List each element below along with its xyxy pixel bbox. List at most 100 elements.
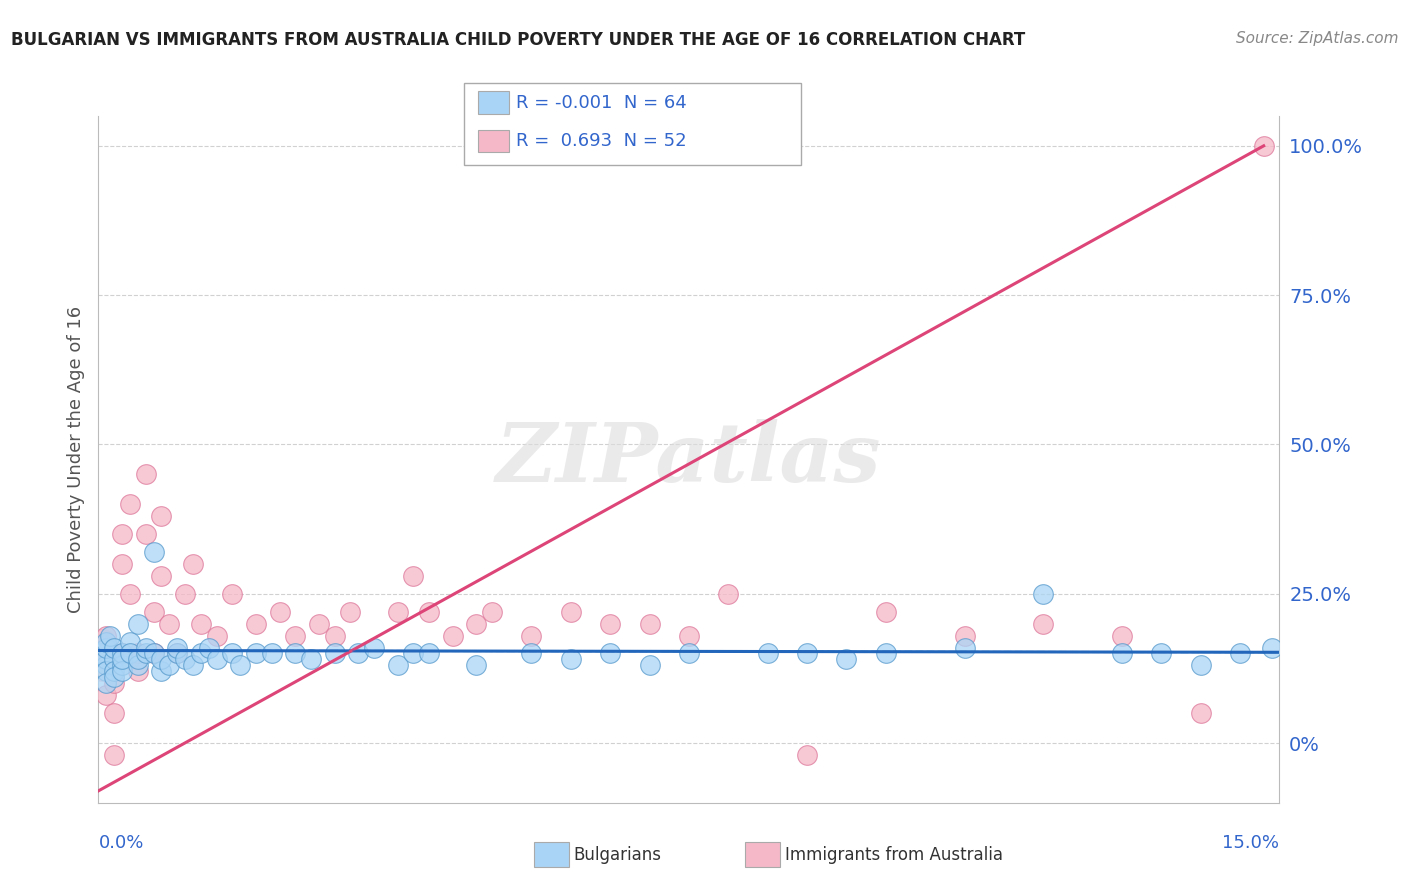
Point — [1032, 587, 1054, 601]
Point — [111, 652, 134, 666]
Point — [190, 647, 212, 661]
Point — [135, 640, 157, 655]
Point — [638, 658, 661, 673]
Point — [135, 467, 157, 482]
Point — [638, 616, 661, 631]
Point — [96, 652, 118, 666]
Point — [150, 569, 173, 583]
Point — [91, 647, 114, 661]
Point — [111, 527, 134, 541]
Point — [135, 647, 157, 661]
Point — [465, 658, 488, 673]
Point — [953, 629, 976, 643]
Point — [135, 527, 157, 541]
Point — [111, 557, 134, 571]
Point — [520, 629, 543, 643]
Point — [599, 647, 621, 661]
Point — [127, 658, 149, 673]
Point — [308, 616, 330, 631]
Point — [127, 647, 149, 661]
Point — [284, 647, 307, 661]
Point — [150, 509, 173, 524]
Point — [796, 647, 818, 661]
Point — [481, 605, 503, 619]
Point — [465, 616, 488, 631]
Point — [103, 652, 125, 666]
Point — [402, 647, 425, 661]
Text: Immigrants from Australia: Immigrants from Australia — [785, 846, 1002, 863]
Point — [260, 647, 283, 661]
Point — [402, 569, 425, 583]
Point — [560, 605, 582, 619]
Point — [90, 643, 112, 657]
Point — [299, 652, 322, 666]
Point — [520, 647, 543, 661]
Point — [127, 665, 149, 679]
Point — [103, 747, 125, 762]
Point — [111, 647, 134, 661]
Point — [142, 545, 165, 559]
Point — [284, 629, 307, 643]
Point — [174, 587, 197, 601]
Point — [717, 587, 740, 601]
Point — [678, 629, 700, 643]
Point — [127, 616, 149, 631]
Point — [150, 652, 173, 666]
Point — [96, 629, 118, 643]
Point — [875, 605, 897, 619]
Point — [118, 497, 141, 511]
Point — [1189, 706, 1212, 721]
Point — [1111, 647, 1133, 661]
Point — [875, 647, 897, 661]
Point — [205, 629, 228, 643]
Point — [1111, 629, 1133, 643]
Point — [190, 616, 212, 631]
Point — [103, 706, 125, 721]
Point — [96, 634, 118, 648]
Point — [835, 652, 858, 666]
Point — [91, 640, 114, 655]
Point — [418, 605, 440, 619]
Point — [205, 652, 228, 666]
Point — [323, 629, 346, 643]
Point — [953, 640, 976, 655]
Point — [245, 616, 267, 631]
Point — [96, 647, 118, 661]
Point — [111, 665, 134, 679]
Point — [1229, 647, 1251, 661]
Text: Bulgarians: Bulgarians — [574, 846, 662, 863]
Point — [98, 629, 121, 643]
Point — [142, 605, 165, 619]
Point — [118, 652, 141, 666]
Point — [387, 658, 409, 673]
Text: R = -0.001  N = 64: R = -0.001 N = 64 — [516, 94, 686, 112]
Point — [269, 605, 291, 619]
Point — [756, 647, 779, 661]
Point — [221, 647, 243, 661]
Point — [323, 647, 346, 661]
Point — [229, 658, 252, 673]
Text: Source: ZipAtlas.com: Source: ZipAtlas.com — [1236, 31, 1399, 46]
Point — [1189, 658, 1212, 673]
Text: 15.0%: 15.0% — [1222, 834, 1279, 852]
Point — [441, 629, 464, 643]
Point — [90, 658, 112, 673]
Text: ZIPatlas: ZIPatlas — [496, 419, 882, 500]
Point — [103, 665, 125, 679]
Point — [118, 634, 141, 648]
Point — [387, 605, 409, 619]
Point — [1032, 616, 1054, 631]
Point — [560, 652, 582, 666]
Point — [174, 652, 197, 666]
Point — [111, 647, 134, 661]
Point — [1253, 138, 1275, 153]
Point — [245, 647, 267, 661]
Text: 0.0%: 0.0% — [98, 834, 143, 852]
Point — [166, 647, 188, 661]
Point — [127, 652, 149, 666]
Point — [181, 658, 204, 673]
Point — [96, 665, 118, 679]
Point — [166, 647, 188, 661]
Point — [1260, 640, 1282, 655]
Point — [150, 665, 173, 679]
